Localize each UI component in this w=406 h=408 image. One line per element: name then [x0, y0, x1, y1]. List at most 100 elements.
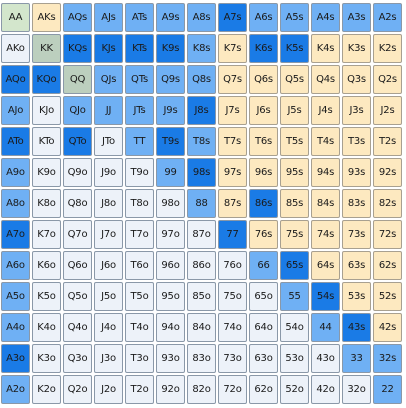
hand-cell[interactable]: 74s	[311, 220, 340, 249]
hand-cell[interactable]: 72o	[218, 375, 247, 404]
hand-cell[interactable]: J9o	[94, 158, 123, 187]
hand-cell[interactable]: A8o	[1, 189, 30, 218]
hand-cell[interactable]: 44	[311, 313, 340, 342]
hand-cell[interactable]: 63s	[342, 251, 371, 280]
hand-cell[interactable]: T9s	[156, 127, 185, 156]
hand-cell[interactable]: JTs	[125, 96, 154, 125]
hand-cell[interactable]: Q9s	[156, 65, 185, 94]
hand-cell[interactable]: QTo	[63, 127, 92, 156]
hand-cell[interactable]: 88	[187, 189, 216, 218]
hand-cell[interactable]: A5s	[280, 3, 309, 32]
hand-cell[interactable]: 64o	[249, 313, 278, 342]
hand-cell[interactable]: K7s	[218, 34, 247, 63]
hand-cell[interactable]: 82o	[187, 375, 216, 404]
hand-cell[interactable]: AKs	[32, 3, 61, 32]
hand-cell[interactable]: 43s	[342, 313, 371, 342]
hand-cell[interactable]: 42o	[311, 375, 340, 404]
hand-cell[interactable]: K9o	[32, 158, 61, 187]
hand-cell[interactable]: 93s	[342, 158, 371, 187]
hand-cell[interactable]: A5o	[1, 282, 30, 311]
hand-cell[interactable]: A4o	[1, 313, 30, 342]
hand-cell[interactable]: T6s	[249, 127, 278, 156]
hand-cell[interactable]: 73s	[342, 220, 371, 249]
hand-cell[interactable]: 22	[373, 375, 402, 404]
hand-cell[interactable]: A2s	[373, 3, 402, 32]
hand-cell[interactable]: T2s	[373, 127, 402, 156]
hand-cell[interactable]: T3s	[342, 127, 371, 156]
hand-cell[interactable]: 76s	[249, 220, 278, 249]
hand-cell[interactable]: ATs	[125, 3, 154, 32]
hand-cell[interactable]: K7o	[32, 220, 61, 249]
hand-cell[interactable]: K6s	[249, 34, 278, 63]
hand-cell[interactable]: J5o	[94, 282, 123, 311]
hand-cell[interactable]: Q2o	[63, 375, 92, 404]
hand-cell[interactable]: Q8o	[63, 189, 92, 218]
hand-cell[interactable]: 99	[156, 158, 185, 187]
hand-cell[interactable]: T8s	[187, 127, 216, 156]
hand-cell[interactable]: AQs	[63, 3, 92, 32]
hand-cell[interactable]: AQo	[1, 65, 30, 94]
hand-cell[interactable]: 96s	[249, 158, 278, 187]
hand-cell[interactable]: K3o	[32, 344, 61, 373]
hand-cell[interactable]: A3o	[1, 344, 30, 373]
hand-cell[interactable]: 94s	[311, 158, 340, 187]
hand-cell[interactable]: K4o	[32, 313, 61, 342]
hand-cell[interactable]: 77	[218, 220, 247, 249]
hand-cell[interactable]: 92o	[156, 375, 185, 404]
hand-cell[interactable]: J2s	[373, 96, 402, 125]
hand-cell[interactable]: 87o	[187, 220, 216, 249]
hand-cell[interactable]: TT	[125, 127, 154, 156]
hand-cell[interactable]: 76o	[218, 251, 247, 280]
hand-cell[interactable]: K6o	[32, 251, 61, 280]
hand-cell[interactable]: T2o	[125, 375, 154, 404]
hand-cell[interactable]: A6o	[1, 251, 30, 280]
hand-cell[interactable]: 94o	[156, 313, 185, 342]
hand-cell[interactable]: K2o	[32, 375, 61, 404]
hand-cell[interactable]: K5s	[280, 34, 309, 63]
hand-cell[interactable]: 96o	[156, 251, 185, 280]
hand-cell[interactable]: 32s	[373, 344, 402, 373]
hand-cell[interactable]: ATo	[1, 127, 30, 156]
hand-cell[interactable]: 33	[342, 344, 371, 373]
hand-cell[interactable]: 52s	[373, 282, 402, 311]
hand-cell[interactable]: J6o	[94, 251, 123, 280]
hand-cell[interactable]: 53o	[280, 344, 309, 373]
hand-cell[interactable]: J3o	[94, 344, 123, 373]
hand-cell[interactable]: J7s	[218, 96, 247, 125]
hand-cell[interactable]: Q7o	[63, 220, 92, 249]
hand-cell[interactable]: Q2s	[373, 65, 402, 94]
hand-cell[interactable]: 55	[280, 282, 309, 311]
hand-cell[interactable]: J8o	[94, 189, 123, 218]
hand-cell[interactable]: Q6s	[249, 65, 278, 94]
hand-cell[interactable]: 62s	[373, 251, 402, 280]
hand-cell[interactable]: 53s	[342, 282, 371, 311]
hand-cell[interactable]: K8s	[187, 34, 216, 63]
hand-cell[interactable]: 85s	[280, 189, 309, 218]
hand-cell[interactable]: 92s	[373, 158, 402, 187]
hand-cell[interactable]: K5o	[32, 282, 61, 311]
hand-cell[interactable]: Q4s	[311, 65, 340, 94]
hand-cell[interactable]: 32o	[342, 375, 371, 404]
hand-cell[interactable]: A7o	[1, 220, 30, 249]
hand-cell[interactable]: KTs	[125, 34, 154, 63]
hand-cell[interactable]: QJs	[94, 65, 123, 94]
hand-cell[interactable]: QJo	[63, 96, 92, 125]
hand-cell[interactable]: KQs	[63, 34, 92, 63]
hand-cell[interactable]: T4o	[125, 313, 154, 342]
hand-cell[interactable]: K9s	[156, 34, 185, 63]
hand-cell[interactable]: AJs	[94, 3, 123, 32]
hand-cell[interactable]: 98o	[156, 189, 185, 218]
hand-cell[interactable]: A9s	[156, 3, 185, 32]
hand-cell[interactable]: 72s	[373, 220, 402, 249]
hand-cell[interactable]: 62o	[249, 375, 278, 404]
hand-cell[interactable]: 75o	[218, 282, 247, 311]
hand-cell[interactable]: 95o	[156, 282, 185, 311]
hand-cell[interactable]: J3s	[342, 96, 371, 125]
hand-cell[interactable]: T3o	[125, 344, 154, 373]
hand-cell[interactable]: 63o	[249, 344, 278, 373]
hand-cell[interactable]: 84s	[311, 189, 340, 218]
hand-cell[interactable]: Q9o	[63, 158, 92, 187]
hand-cell[interactable]: J7o	[94, 220, 123, 249]
hand-cell[interactable]: 64s	[311, 251, 340, 280]
hand-cell[interactable]: QTs	[125, 65, 154, 94]
